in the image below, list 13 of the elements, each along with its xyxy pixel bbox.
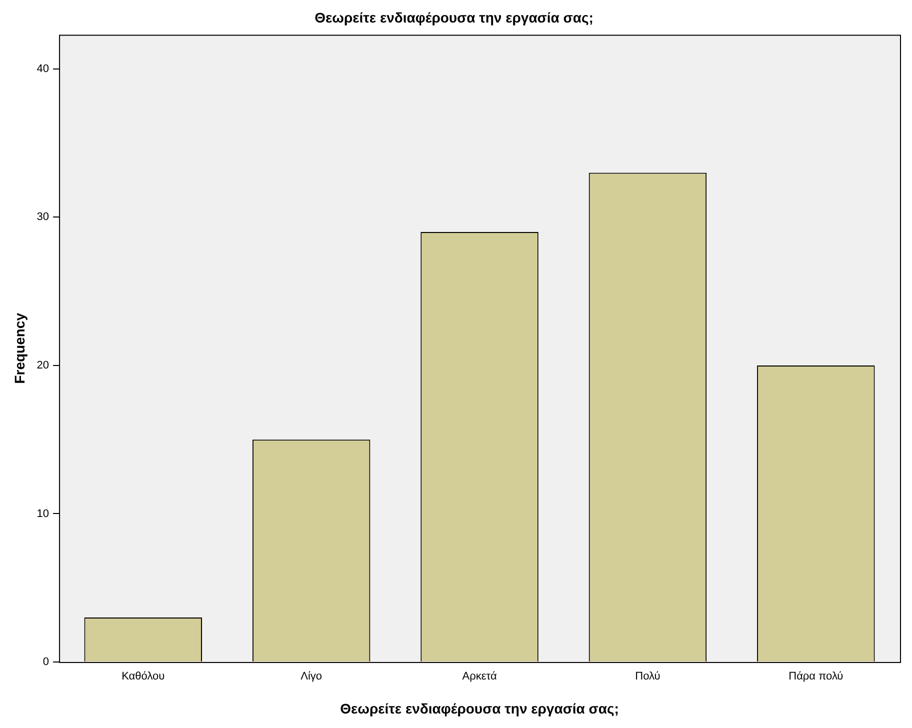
- y-tick-label: 0: [42, 656, 50, 668]
- x-tick-label: Καθόλου: [122, 670, 165, 683]
- x-tick-label: Αρκετά: [462, 670, 498, 683]
- x-axis-title: Θεωρείτε ενδιαφέρουσα την εργασία σας;: [340, 700, 619, 716]
- y-axis-title: Frequency: [11, 312, 28, 384]
- x-tick-label: Λίγο: [300, 670, 322, 683]
- x-tick-label: Πολύ: [635, 670, 660, 683]
- y-tick-label: 40: [36, 62, 50, 75]
- y-tick-label: 20: [36, 359, 50, 372]
- y-tick-label: 10: [36, 508, 50, 520]
- chart-title: Θεωρείτε ενδιαφέρουσα την εργασία σας;: [314, 9, 594, 26]
- y-tick-label: 30: [36, 211, 50, 224]
- x-tick-label: Πάρα πολύ: [788, 670, 844, 683]
